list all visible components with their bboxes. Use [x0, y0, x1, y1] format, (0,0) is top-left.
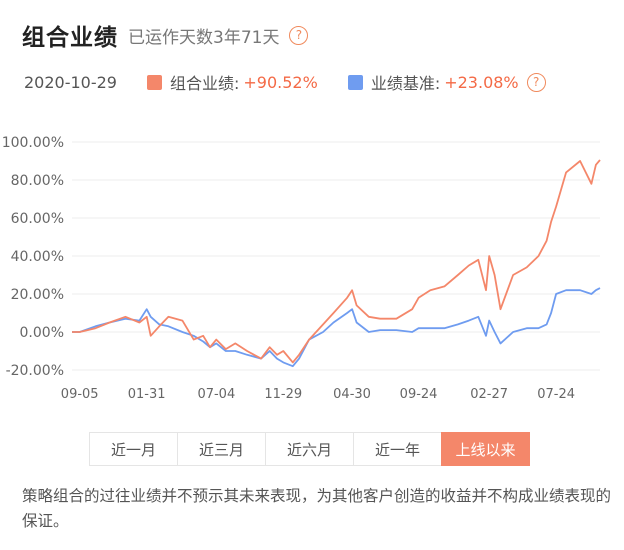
- series-line-1: [72, 287, 601, 368]
- x-tick-label: 07-04: [197, 387, 235, 402]
- x-tick-label: 09-05: [61, 387, 99, 402]
- running-days-label: 已运作天数3年71天: [128, 27, 280, 48]
- question-mark-icon[interactable]: ?: [526, 72, 546, 92]
- y-tick-label: 80.00%: [11, 173, 64, 189]
- x-tick-label: 04-30: [333, 387, 371, 402]
- y-tick-label: 60.00%: [11, 211, 64, 227]
- x-tick-label: 07-24: [537, 387, 575, 402]
- period-tabs: 近一月 近三月 近六月 近一年 上线以来: [89, 432, 530, 466]
- tab-3[interactable]: 近一年: [353, 432, 442, 466]
- portfolio-label: 组合业绩:: [169, 74, 240, 93]
- benchmark-value: +23.08%: [444, 72, 519, 92]
- legend-date: 2020-10-29: [24, 72, 117, 92]
- legend-item-benchmark: 业绩基准: +23.08%: [347, 70, 519, 94]
- series-line-0: [72, 159, 601, 364]
- benchmark-color-swatch: [347, 74, 363, 90]
- legend-item-portfolio: 组合业绩: +90.52%: [146, 70, 318, 94]
- y-tick-label: 40.00%: [11, 249, 64, 265]
- performance-chart: 100.00% 80.00% 60.00% 40.00% 20.00% 0.00% -20.…: [2, 135, 601, 402]
- x-tick-label: 11-29: [264, 387, 302, 402]
- y-tick-label: 100.00%: [2, 135, 64, 151]
- x-tick-label: 09-24: [400, 387, 438, 402]
- header: 组合业绩 已运作天数3年71天 ?: [22, 18, 309, 52]
- tab-2[interactable]: 近六月: [265, 432, 354, 466]
- x-tick-label: 01-31: [128, 387, 166, 402]
- portfolio-value: +90.52%: [243, 72, 318, 92]
- question-mark-icon[interactable]: ?: [289, 25, 309, 45]
- y-tick-label: 20.00%: [11, 287, 64, 303]
- chart-legend: 2020-10-29 组合业绩: +90.52% 业绩基准: +23.08% ?: [24, 68, 546, 96]
- risk-disclaimer: 策略组合的过往业绩并不预示其未来表现，为其他客户创造的收益并不构成业绩表现的保证…: [22, 487, 612, 530]
- page-title: 组合业绩: [22, 25, 118, 51]
- tab-0[interactable]: 近一月: [89, 432, 178, 466]
- tab-1[interactable]: 近三月: [177, 432, 266, 466]
- x-tick-label: 02-27: [470, 387, 508, 402]
- portfolio-color-swatch: [146, 74, 162, 90]
- y-tick-label: -20.00%: [6, 363, 64, 379]
- tab-4[interactable]: 上线以来: [441, 432, 530, 466]
- benchmark-label: 业绩基准:: [370, 74, 441, 93]
- y-tick-label: 0.00%: [20, 325, 64, 341]
